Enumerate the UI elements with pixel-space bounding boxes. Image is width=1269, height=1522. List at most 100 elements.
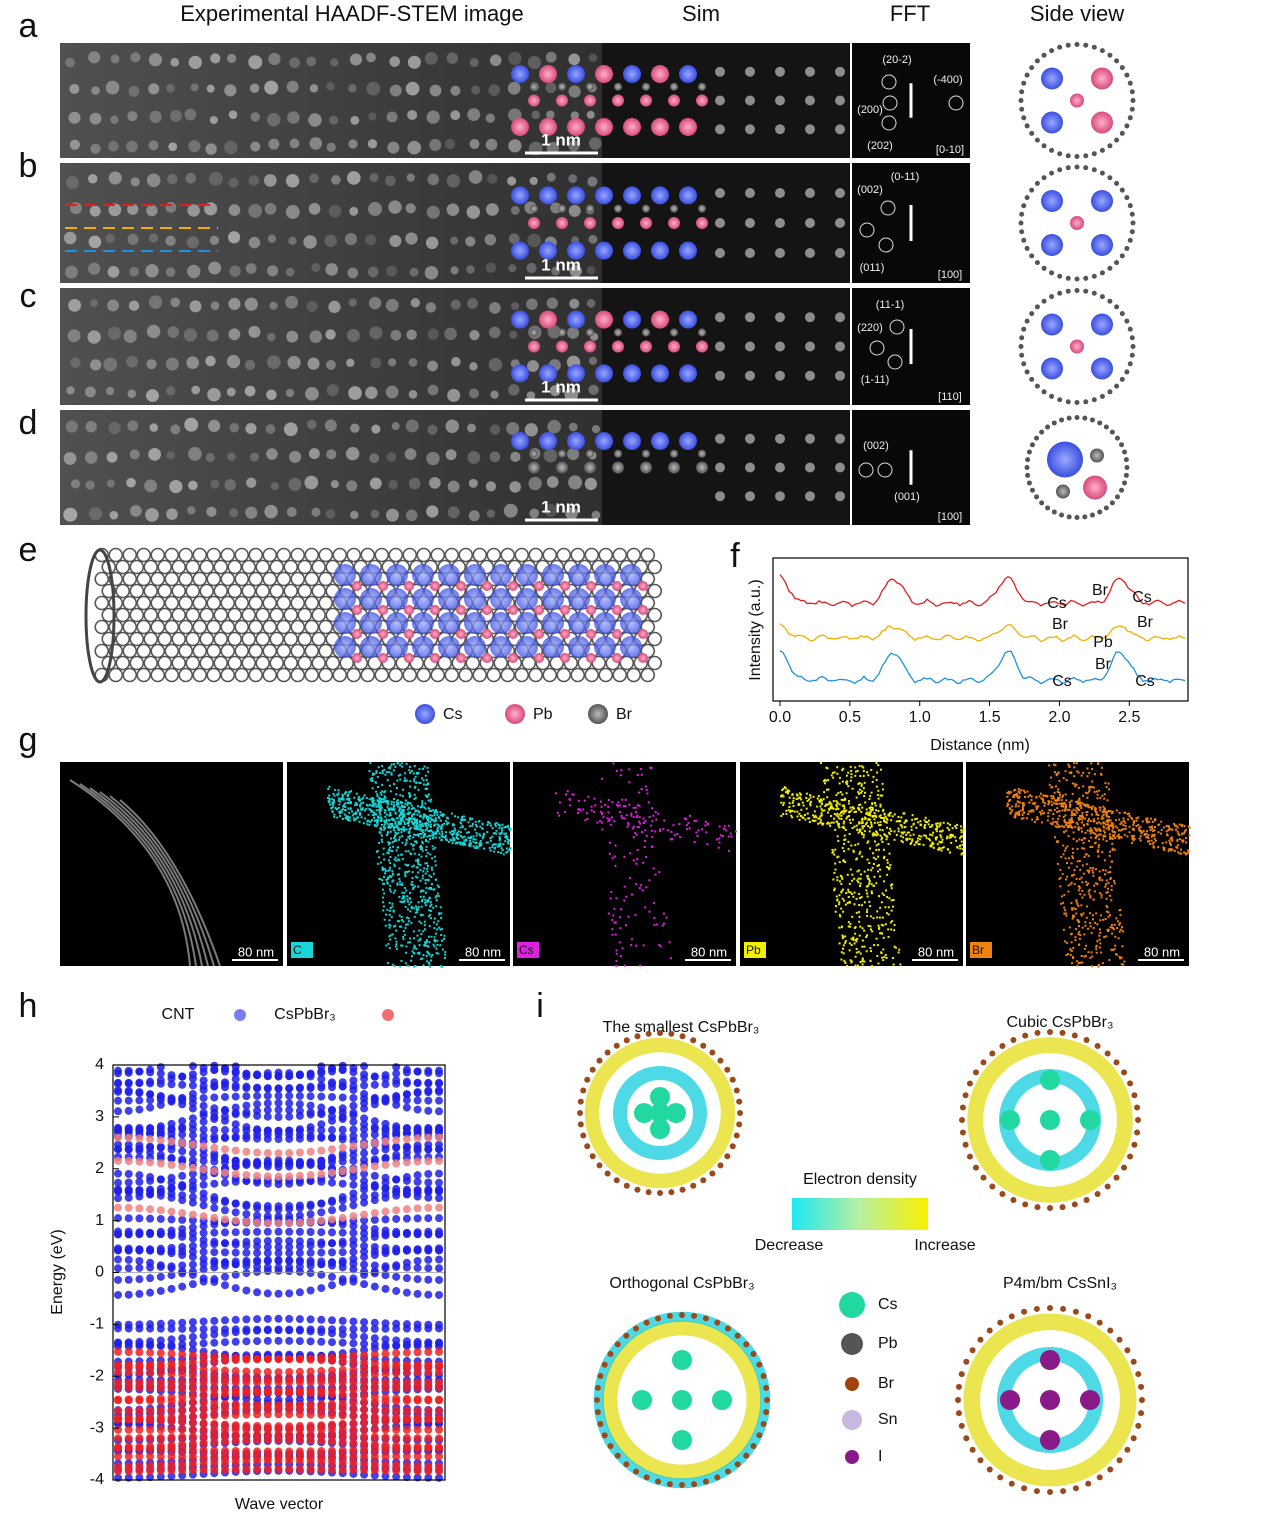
eds-dot: [962, 829, 965, 832]
cnt-atom: [1057, 397, 1063, 403]
eds-dot: [566, 790, 569, 793]
stem-blob: [186, 236, 200, 249]
cnt-atom: [1024, 123, 1030, 129]
eds-dot: [412, 947, 415, 950]
eds-dot: [1092, 871, 1095, 874]
eds-dot: [866, 885, 869, 888]
eds-dot: [388, 843, 391, 846]
x-tick-label: 2.5: [1118, 709, 1140, 726]
eds-dot: [472, 845, 475, 848]
cnt-atom: [1107, 175, 1113, 181]
profile-curve: [779, 623, 1186, 643]
eds-dot: [451, 824, 454, 827]
stem-blob: [547, 325, 561, 339]
atom: [352, 581, 362, 591]
eds-dot: [424, 901, 427, 904]
eds-dot: [1092, 866, 1095, 869]
cnt-hex: [612, 667, 628, 683]
stem-blob: [227, 452, 236, 461]
eds-dot: [854, 774, 857, 777]
cnt-hex: [262, 595, 278, 611]
eds-dot: [1112, 926, 1115, 929]
eds-dot: [1022, 804, 1025, 807]
eds-dot: [1098, 789, 1101, 792]
eds-dot: [817, 822, 820, 825]
cnt-atom: [1107, 265, 1113, 271]
eds-dot: [426, 878, 429, 881]
eds-dot: [403, 895, 406, 898]
atom: [651, 117, 669, 136]
eds-dot: [1064, 857, 1067, 860]
eds-dot: [786, 789, 789, 792]
eds-dot: [461, 819, 464, 822]
cnt-atom: [1082, 514, 1088, 520]
eds-dot: [934, 836, 937, 839]
atom: [584, 217, 596, 229]
eds-dot: [1110, 899, 1113, 902]
eds-dot: [420, 847, 423, 850]
eds-dot: [834, 848, 837, 851]
eds-dot: [868, 883, 871, 886]
cnt-hex: [521, 655, 537, 671]
eds-dot: [1078, 818, 1081, 821]
eds-dot: [375, 771, 378, 774]
eds-dot: [382, 882, 385, 885]
eds-dot: [847, 888, 850, 891]
eds-dot: [612, 762, 615, 765]
eds-dot: [590, 805, 593, 808]
stem-blob: [205, 452, 215, 463]
eds-dot: [931, 841, 934, 844]
fft-circle: [881, 115, 897, 131]
eds-dot: [1150, 839, 1153, 842]
cnt-atom: [1114, 260, 1120, 266]
eds-dot: [619, 927, 622, 930]
eds-dot: [1058, 814, 1061, 817]
eds-dot: [426, 950, 429, 953]
eds-dot: [1014, 788, 1017, 791]
eds-dot: [1027, 795, 1030, 798]
cnt-hex: [136, 595, 152, 611]
eds-dot: [881, 809, 884, 812]
eds-dot: [1170, 843, 1173, 846]
eds-dot: [482, 832, 485, 835]
eds-dot: [796, 810, 799, 813]
stem-blob: [408, 477, 421, 490]
eds-dot: [932, 842, 935, 845]
eds-dot: [1070, 933, 1073, 936]
stem-blob: [285, 267, 295, 277]
stem-blob: [427, 384, 439, 396]
atom: [668, 94, 680, 107]
eds-dot: [1084, 837, 1087, 840]
eds-dot: [418, 823, 421, 826]
atom: [482, 629, 492, 639]
eds-dot: [1064, 770, 1067, 773]
eds-dot: [426, 822, 429, 825]
eds-dot: [1063, 825, 1066, 828]
atom: [508, 581, 518, 591]
eds-dot: [908, 837, 911, 840]
sim-spot: [835, 124, 845, 135]
eds-dot: [1065, 941, 1068, 944]
eds-dot: [601, 777, 604, 780]
eds-dot: [873, 821, 876, 824]
cnt-hex: [528, 667, 544, 683]
eds-dot: [1098, 946, 1101, 949]
eds-dot: [401, 918, 404, 921]
eds-dot: [412, 822, 415, 825]
eds-dot: [386, 779, 389, 782]
eds-dot: [391, 902, 394, 905]
cnt-atom: [1119, 442, 1125, 448]
atom: [1091, 234, 1113, 256]
atom: [638, 581, 648, 591]
eds-dot: [1118, 811, 1121, 814]
eds-dot: [423, 924, 426, 927]
eds-dot: [1047, 801, 1050, 804]
cnt-hex: [304, 571, 320, 587]
atom: [334, 612, 356, 634]
eds-dot: [407, 822, 410, 825]
eds-dot: [1090, 813, 1093, 816]
eds-dot: [506, 835, 509, 838]
eds-dot: [1093, 820, 1096, 823]
eds-dot: [411, 884, 414, 887]
eds-dot: [879, 906, 882, 909]
